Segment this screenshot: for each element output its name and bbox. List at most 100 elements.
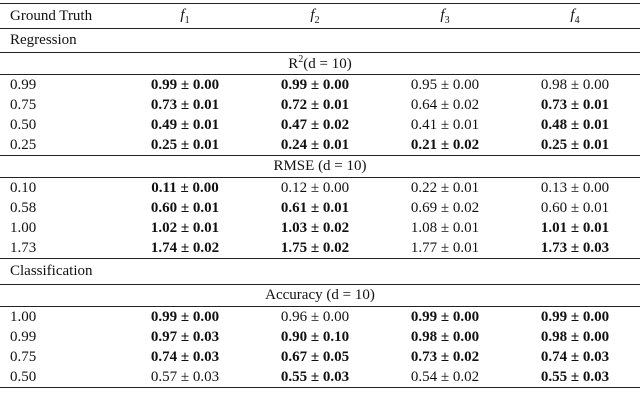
result-value: 0.99 ± 0.00	[280, 76, 350, 93]
table-body: Ground Truth f1 f2 f3 f4 Regression R2(d = 10)…	[0, 3, 640, 388]
metric-sup: 2	[298, 54, 304, 65]
metric-row: R2(d = 10)	[0, 52, 640, 75]
result-value: 1.03 ± 0.02	[280, 219, 350, 236]
result-value: 0.25 ± 0.01	[540, 136, 610, 153]
data-row: 0.99 0.97 ± 0.03 0.90 ± 0.10 0.98 ± 0.00 0.9…	[0, 327, 640, 347]
result-value: 0.96 ± 0.00	[280, 308, 350, 325]
result-value: 1.01 ± 0.01	[540, 219, 610, 236]
header-cell: f4	[510, 3, 640, 29]
result-cell: 0.54 ± 0.02	[380, 367, 510, 388]
result-value: 0.90 ± 0.10	[280, 328, 350, 345]
result-value: 0.73 ± 0.01	[150, 96, 220, 113]
result-cell: 0.99 ± 0.00	[120, 75, 250, 96]
result-cell: 0.49 ± 0.01	[120, 115, 250, 135]
section-title: Classification	[0, 258, 640, 285]
result-cell: 0.47 ± 0.02	[250, 115, 380, 135]
result-value: 0.13 ± 0.00	[540, 179, 610, 196]
result-cell: 0.98 ± 0.00	[510, 327, 640, 347]
result-cell: 0.60 ± 0.01	[120, 198, 250, 218]
result-value: 0.74 ± 0.03	[150, 348, 220, 365]
result-value: 1.74 ± 0.02	[150, 239, 220, 256]
result-cell: 0.97 ± 0.03	[120, 327, 250, 347]
result-value: 1.75 ± 0.02	[280, 239, 350, 256]
ground-truth: 0.58	[10, 199, 37, 216]
metric-title: Accuracy (d = 10)	[0, 284, 640, 307]
result-value: 0.57 ± 0.03	[150, 368, 220, 385]
ground-truth: 0.50	[10, 368, 37, 385]
header-row: Ground Truth f1 f2 f3 f4	[0, 3, 640, 29]
result-value: 0.49 ± 0.01	[150, 116, 220, 133]
section-title: Regression	[10, 32, 77, 48]
result-value: 0.67 ± 0.05	[280, 348, 350, 365]
result-value: 0.47 ± 0.02	[280, 116, 350, 133]
function-index: 1	[184, 14, 190, 26]
result-cell: 0.48 ± 0.01	[510, 115, 640, 135]
data-row: 0.25 0.25 ± 0.01 0.24 ± 0.01 0.21 ± 0.02 0.2…	[0, 135, 640, 156]
result-cell: 0.67 ± 0.05	[250, 347, 380, 367]
result-cell: 0.99 ± 0.00	[510, 307, 640, 328]
function-index: 2	[314, 14, 320, 26]
data-row: 0.75 0.73 ± 0.01 0.72 ± 0.01 0.64 ± 0.02 0.7…	[0, 95, 640, 115]
result-value: 0.73 ± 0.02	[410, 348, 480, 365]
data-row: 0.50 0.49 ± 0.01 0.47 ± 0.02 0.41 ± 0.01 0.4…	[0, 115, 640, 135]
result-value: 0.54 ± 0.02	[410, 368, 480, 385]
ground-truth: 1.00	[10, 219, 37, 236]
result-cell: 0.74 ± 0.03	[120, 347, 250, 367]
result-cell: 0.99 ± 0.00	[380, 307, 510, 328]
result-cell: 0.61 ± 0.01	[250, 198, 380, 218]
ground-truth: 1.00	[10, 308, 37, 325]
result-cell: 0.64 ± 0.02	[380, 95, 510, 115]
header-cell: f1	[120, 3, 250, 29]
result-cell: 1.08 ± 0.01	[380, 218, 510, 238]
result-cell: 0.98 ± 0.00	[510, 75, 640, 96]
result-cell: 1.77 ± 0.01	[380, 238, 510, 259]
result-cell: 0.69 ± 0.02	[380, 198, 510, 218]
result-cell: 1.74 ± 0.02	[120, 238, 250, 259]
result-cell: 0.74 ± 0.03	[510, 347, 640, 367]
result-value: 0.99 ± 0.00	[150, 308, 220, 325]
result-value: 0.55 ± 0.03	[540, 368, 610, 385]
result-value: 0.25 ± 0.01	[150, 136, 220, 153]
result-cell: 0.57 ± 0.03	[120, 367, 250, 388]
result-value: 0.41 ± 0.01	[410, 116, 480, 133]
result-cell: 0.98 ± 0.00	[380, 327, 510, 347]
result-cell: 0.12 ± 0.00	[250, 178, 380, 199]
ground-truth: 0.99	[10, 76, 37, 93]
data-row: 1.73 1.74 ± 0.02 1.75 ± 0.02 1.77 ± 0.01 1.7…	[0, 238, 640, 259]
data-row: 0.99 0.99 ± 0.00 0.99 ± 0.00 0.95 ± 0.00 0.9…	[0, 75, 640, 96]
metric-rest: (d = 10)	[303, 56, 352, 72]
result-value: 0.98 ± 0.00	[540, 76, 610, 93]
result-cell: 0.90 ± 0.10	[250, 327, 380, 347]
result-cell: 0.60 ± 0.01	[510, 198, 640, 218]
result-value: 0.72 ± 0.01	[280, 96, 350, 113]
result-value: 0.98 ± 0.00	[540, 328, 610, 345]
result-cell: 0.13 ± 0.00	[510, 178, 640, 199]
ground-truth: 0.99	[10, 328, 37, 345]
data-row: 1.00 1.02 ± 0.01 1.03 ± 0.02 1.08 ± 0.01 1.0…	[0, 218, 640, 238]
ground-truth: 0.50	[10, 116, 37, 133]
result-value: 0.55 ± 0.03	[280, 368, 350, 385]
result-cell: 0.96 ± 0.00	[250, 307, 380, 328]
result-cell: 0.95 ± 0.00	[380, 75, 510, 96]
ground-truth: 0.25	[10, 136, 37, 153]
metric-row: Accuracy (d = 10)	[0, 284, 640, 307]
header-cell: Ground Truth	[0, 3, 120, 29]
metric-base: RMSE (d = 10)	[273, 158, 367, 174]
metric-base: R	[288, 56, 299, 72]
data-row: 0.10 0.11 ± 0.00 0.12 ± 0.00 0.22 ± 0.01 0.1…	[0, 178, 640, 199]
metric-title: RMSE (d = 10)	[0, 155, 640, 178]
result-value: 0.98 ± 0.00	[410, 328, 480, 345]
function-name: f	[570, 6, 575, 23]
result-cell: 0.25 ± 0.01	[510, 135, 640, 156]
result-value: 0.60 ± 0.01	[150, 199, 220, 216]
result-cell: 0.73 ± 0.02	[380, 347, 510, 367]
result-value: 1.73 ± 0.03	[540, 239, 610, 256]
result-cell: 1.73 ± 0.03	[510, 238, 640, 259]
header-cell: f2	[250, 3, 380, 29]
header-cell: f3	[380, 3, 510, 29]
function-name: f	[440, 6, 445, 23]
result-value: 0.48 ± 0.01	[540, 116, 610, 133]
result-value: 0.11 ± 0.00	[151, 179, 219, 196]
result-value: 0.12 ± 0.00	[280, 179, 350, 196]
